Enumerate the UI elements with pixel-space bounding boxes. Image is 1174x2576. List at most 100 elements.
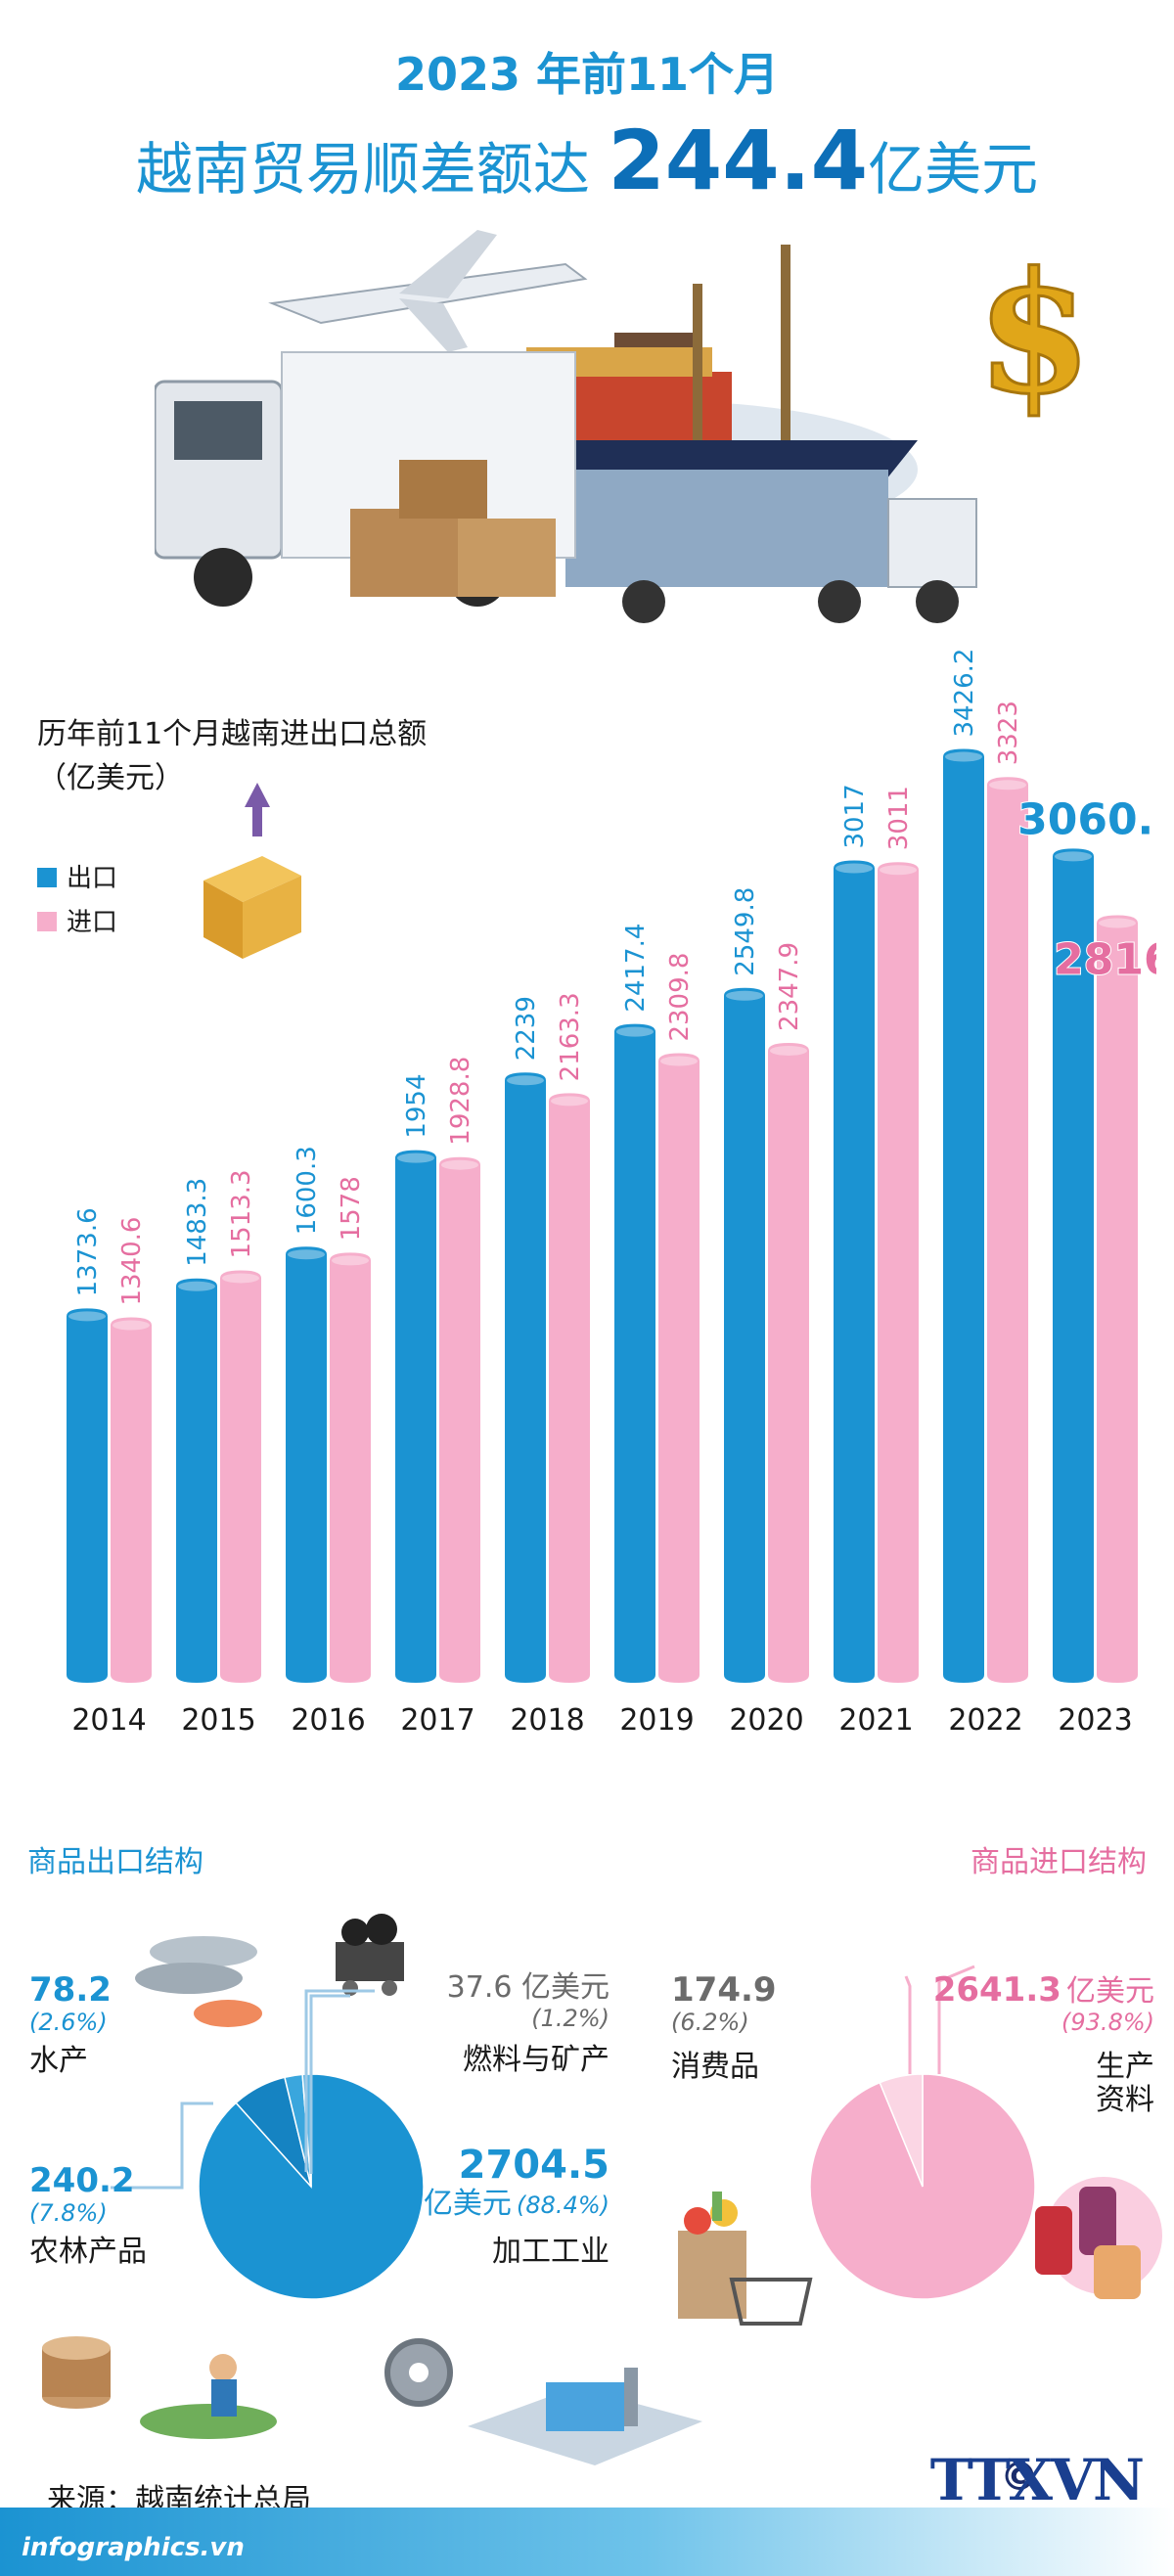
bar-cap-export-2021 xyxy=(835,863,873,874)
bar-cap-import-2014 xyxy=(113,1320,150,1331)
processing-unit: 亿美元 xyxy=(423,2187,512,2221)
bar-export-2019 xyxy=(614,1023,655,1683)
production-goods-annotation: 2641.3 亿美元 (93.8%) 生产 资料 xyxy=(933,1970,1154,2118)
x-tick-2014: 2014 xyxy=(71,1703,146,1738)
value-label-export-2021: 3017 xyxy=(840,784,870,848)
cardboard-boxes-icon xyxy=(350,460,556,597)
value-label-import-2022: 3323 xyxy=(994,700,1023,765)
site-link[interactable]: infographics.vn xyxy=(22,2533,245,2562)
bar-cap-export-2023 xyxy=(1055,851,1092,862)
x-tick-2015: 2015 xyxy=(181,1703,255,1738)
consumer-label: 消费品 xyxy=(671,2049,759,2084)
seafood-annotation: 78.2 (2.6%) 水产 xyxy=(29,1970,112,2078)
agri-percent: (7.8%) xyxy=(29,2199,108,2228)
value-label-export-2018: 2239 xyxy=(512,996,541,1061)
processing-percent: (88.4%) xyxy=(517,2192,610,2219)
infographic: 2023 年前11个月 越南贸易顺差额达 244.4亿美元 xyxy=(18,0,1162,2576)
bar-import-2022 xyxy=(987,777,1028,1683)
thread-spools-icon xyxy=(1035,2177,1162,2299)
bar-export-2023 xyxy=(1053,848,1094,1683)
fuel-value: 37.6 xyxy=(446,1970,513,2005)
bar-import-2014 xyxy=(111,1317,152,1683)
fuel-annotation: 37.6 亿美元 (1.2%) 燃料与矿产 xyxy=(414,1970,610,2078)
bar-export-2014 xyxy=(67,1308,108,1683)
bar-import-2020 xyxy=(768,1042,809,1683)
export-structure-title: 商品出口结构 xyxy=(27,1845,203,1879)
bar-export-2020 xyxy=(724,987,765,1683)
chart-legend: 出口 进口 xyxy=(37,864,117,937)
import-pie-slice-1 xyxy=(879,2073,924,2188)
bar-cap-import-2017 xyxy=(441,1159,478,1170)
bars-layer xyxy=(67,748,1138,1683)
farmer-crops-icon xyxy=(42,2336,277,2439)
bar-cap-export-2017 xyxy=(397,1152,434,1163)
fuel-percent: (1.2%) xyxy=(531,2004,610,2032)
value-label-import-2016: 1578 xyxy=(337,1176,366,1241)
bar-import-2021 xyxy=(878,862,919,1683)
processing-label: 加工工业 xyxy=(492,2234,610,2269)
value-label-export-2016: 1600.3 xyxy=(293,1146,322,1235)
bar-export-2018 xyxy=(505,1072,546,1683)
bar-cap-import-2018 xyxy=(551,1096,588,1107)
bar-chart: 历年前11个月越南进出口总额 （亿美元） 出口 进口 1373.6 1340.6 1… xyxy=(37,649,1156,1738)
consumer-percent: (6.2%) xyxy=(671,2009,749,2037)
value-label-import-2023: 2816.2 xyxy=(1054,934,1156,984)
bar-cap-export-2016 xyxy=(288,1249,325,1260)
fish-icon xyxy=(135,1936,262,2027)
bar-import-2023 xyxy=(1097,915,1138,1683)
value-label-import-2015: 1513.3 xyxy=(227,1169,256,1258)
seafood-value: 78.2 xyxy=(29,1970,112,2010)
bar-import-2018 xyxy=(549,1093,590,1683)
production-value: 2641.3 xyxy=(932,1970,1061,2010)
bar-export-2017 xyxy=(395,1150,436,1683)
export-pie-slices xyxy=(198,2073,425,2300)
copyright-symbol: © xyxy=(1000,2455,1039,2500)
value-label-import-2014: 1340.6 xyxy=(117,1217,147,1306)
value-label-export-2015: 1483.3 xyxy=(183,1178,212,1267)
value-label-import-2017: 1928.8 xyxy=(446,1057,475,1146)
x-tick-2020: 2020 xyxy=(729,1703,803,1738)
fuel-label: 燃料与矿产 xyxy=(463,2043,610,2078)
bar-export-2021 xyxy=(834,860,875,1683)
value-label-export-2022: 3426.2 xyxy=(950,649,979,738)
bar-cap-export-2020 xyxy=(726,990,763,1001)
bar-cap-export-2022 xyxy=(945,751,982,762)
value-label-export-2017: 1954 xyxy=(402,1073,431,1138)
processing-value: 2704.5 xyxy=(458,2143,610,2188)
bar-cap-export-2018 xyxy=(507,1075,544,1086)
value-label-export-2019: 2417.4 xyxy=(621,924,651,1013)
x-tick-2021: 2021 xyxy=(838,1703,913,1738)
seafood-percent: (2.6%) xyxy=(29,2009,108,2037)
airplane-icon xyxy=(268,230,588,352)
bar-cap-import-2022 xyxy=(989,780,1026,791)
agri-label: 农林产品 xyxy=(29,2234,147,2269)
production-label-line1: 生产 xyxy=(1096,2049,1154,2084)
title-line-2: 越南贸易顺差额达 244.4亿美元 xyxy=(18,113,1156,208)
export-pie-chart xyxy=(111,1914,425,2300)
legend-label-export: 出口 xyxy=(67,864,117,893)
import-pie-slices xyxy=(809,2073,1036,2300)
svg-text:$: $ xyxy=(976,236,1092,431)
bar-import-2015 xyxy=(220,1270,261,1683)
x-axis-ticks: 2014 2015 2016 2017 2018 2019 2020 2021 2022 2023 xyxy=(71,1703,1132,1738)
bar-export-2015 xyxy=(176,1278,217,1683)
agency-logo: TTXVN xyxy=(929,2447,1145,2513)
value-label-import-2018: 2163.3 xyxy=(556,992,585,1081)
leader-lines xyxy=(111,1989,375,2190)
leader-lines xyxy=(904,1965,975,2074)
bar-import-2016 xyxy=(330,1252,371,1683)
processing-annotation: 2704.5 亿美元 (88.4%) 加工工业 xyxy=(414,2143,610,2269)
chart-subtitle: （亿美元） xyxy=(37,761,184,795)
consumer-goods-annotation: 174.9 (6.2%) 消费品 xyxy=(671,1970,777,2084)
chart-title: 历年前11个月越南进出口总额 xyxy=(37,717,427,751)
bar-export-2016 xyxy=(286,1246,327,1683)
bar-cap-import-2019 xyxy=(660,1056,698,1066)
x-tick-2023: 2023 xyxy=(1058,1703,1132,1738)
title-prefix: 越南贸易顺差额达 xyxy=(135,136,609,203)
agri-annotation: 240.2 (7.8%) 农林产品 xyxy=(29,2161,147,2269)
bar-cap-import-2016 xyxy=(332,1255,369,1266)
trade-surplus-value: 244.4 xyxy=(608,113,869,208)
fuel-unit: 亿美元 xyxy=(521,1970,610,2005)
bar-cap-export-2019 xyxy=(616,1026,654,1037)
trade-illustration: $ xyxy=(155,230,1094,623)
